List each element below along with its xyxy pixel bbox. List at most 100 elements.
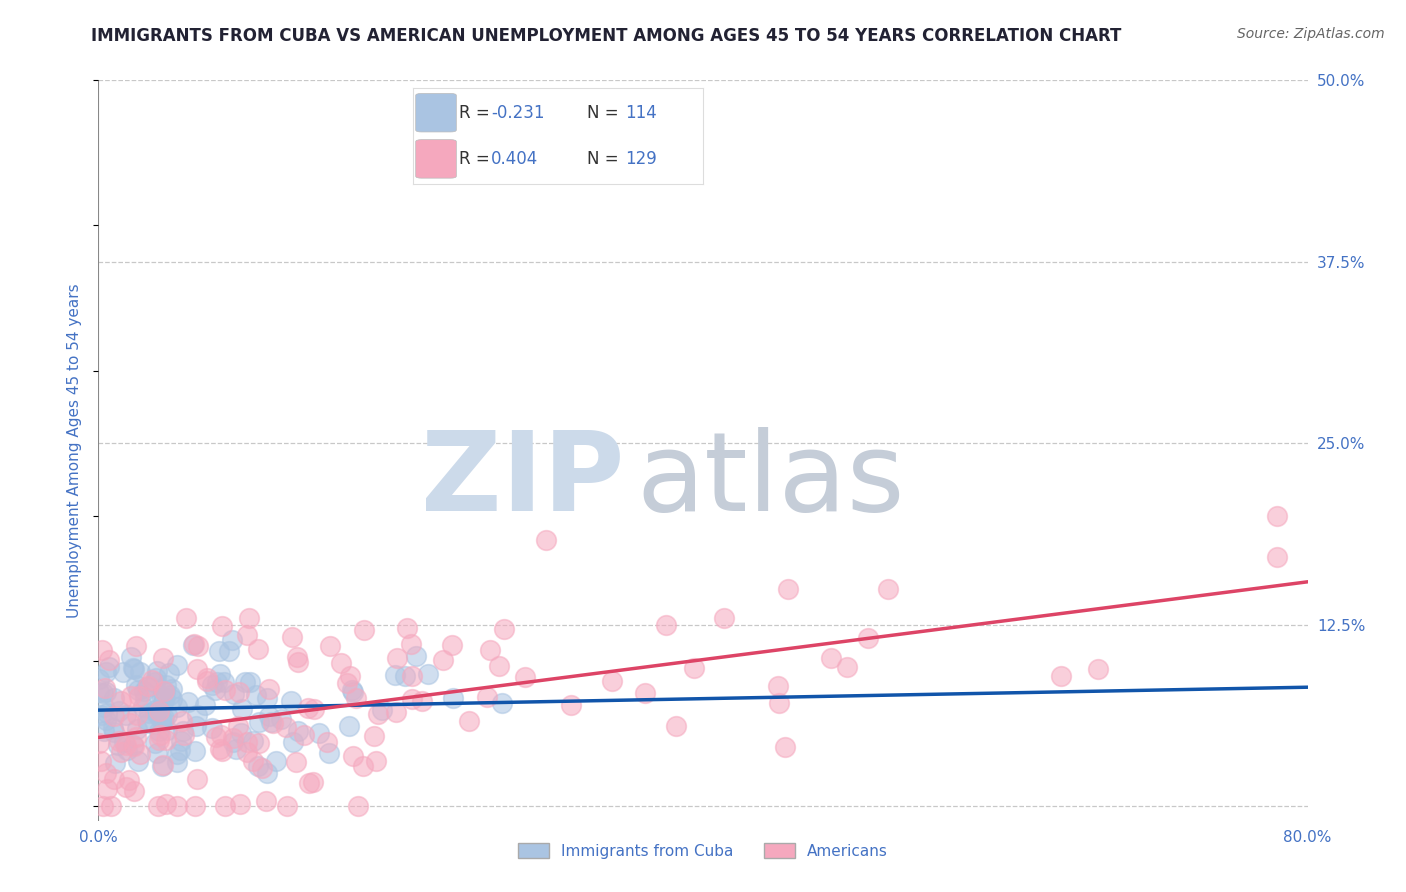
Point bbox=[370, 703, 392, 717]
Legend: Immigrants from Cuba, Americans: Immigrants from Cuba, Americans bbox=[512, 837, 894, 865]
Point bbox=[155, 797, 177, 811]
Point bbox=[405, 649, 427, 664]
Point bbox=[136, 715, 159, 730]
Point bbox=[120, 690, 142, 704]
Point bbox=[110, 745, 132, 759]
Point bbox=[634, 686, 657, 700]
Point bbox=[155, 678, 177, 692]
Point bbox=[115, 708, 138, 723]
Point bbox=[134, 691, 156, 706]
Point bbox=[121, 650, 143, 665]
Point bbox=[125, 678, 148, 692]
Point bbox=[247, 641, 270, 656]
Point bbox=[432, 653, 454, 667]
Point bbox=[145, 706, 167, 720]
Point bbox=[141, 673, 163, 687]
Point bbox=[228, 685, 250, 699]
Point bbox=[208, 667, 231, 681]
Point bbox=[773, 740, 796, 755]
Point bbox=[384, 668, 406, 682]
Point bbox=[364, 754, 387, 768]
Point bbox=[91, 799, 114, 814]
Point bbox=[103, 708, 125, 723]
Point bbox=[247, 714, 270, 729]
Point bbox=[401, 692, 423, 706]
Point bbox=[205, 730, 228, 744]
Point bbox=[118, 772, 141, 787]
Point bbox=[347, 799, 370, 814]
Point bbox=[110, 694, 132, 708]
Point bbox=[124, 730, 146, 744]
Point bbox=[107, 734, 129, 748]
Point bbox=[169, 743, 191, 757]
Point bbox=[166, 699, 188, 714]
Point bbox=[302, 774, 325, 789]
Point bbox=[534, 533, 557, 547]
Point bbox=[166, 755, 188, 769]
Point bbox=[143, 736, 166, 750]
Point bbox=[103, 690, 125, 705]
Point bbox=[204, 682, 226, 697]
Point bbox=[195, 671, 218, 685]
Point bbox=[856, 631, 879, 645]
Point bbox=[146, 746, 169, 760]
Point bbox=[683, 660, 706, 674]
Text: atlas: atlas bbox=[637, 426, 905, 533]
Point bbox=[153, 684, 176, 698]
Point bbox=[1050, 668, 1073, 682]
Point bbox=[153, 711, 176, 725]
Point bbox=[399, 637, 422, 651]
Point bbox=[153, 685, 176, 699]
Point bbox=[665, 719, 688, 733]
Point bbox=[173, 728, 195, 742]
Point bbox=[479, 643, 502, 657]
Point bbox=[127, 682, 149, 697]
Point bbox=[276, 799, 298, 814]
Point bbox=[316, 735, 339, 749]
Point bbox=[201, 721, 224, 735]
Point bbox=[143, 703, 166, 717]
Point bbox=[94, 685, 117, 699]
Point bbox=[411, 694, 433, 708]
Point bbox=[492, 623, 515, 637]
Point bbox=[233, 674, 256, 689]
Point bbox=[276, 720, 298, 734]
Point bbox=[245, 688, 267, 702]
Y-axis label: Unemployment Among Ages 45 to 54 years: Unemployment Among Ages 45 to 54 years bbox=[67, 283, 83, 618]
Point bbox=[96, 713, 118, 727]
Point bbox=[280, 694, 302, 708]
Point bbox=[90, 708, 112, 723]
Point bbox=[342, 748, 364, 763]
Point bbox=[150, 759, 173, 773]
Point bbox=[103, 725, 125, 739]
Point bbox=[209, 728, 232, 742]
Point bbox=[91, 686, 114, 700]
Point bbox=[90, 643, 112, 657]
Point bbox=[93, 724, 115, 739]
Point bbox=[264, 755, 287, 769]
Point bbox=[242, 754, 264, 768]
Point bbox=[236, 745, 259, 759]
Point bbox=[152, 714, 174, 728]
Point bbox=[152, 650, 174, 665]
Point bbox=[287, 656, 309, 670]
Point bbox=[876, 582, 898, 596]
Point bbox=[90, 754, 112, 768]
Point bbox=[153, 690, 176, 705]
Point bbox=[285, 649, 308, 664]
Point bbox=[778, 582, 800, 597]
Text: Source: ZipAtlas.com: Source: ZipAtlas.com bbox=[1237, 27, 1385, 41]
Point bbox=[143, 675, 166, 690]
Point bbox=[602, 673, 624, 688]
Point bbox=[94, 681, 117, 695]
Point bbox=[247, 736, 270, 750]
Point bbox=[292, 728, 315, 742]
Point bbox=[319, 639, 342, 653]
Point bbox=[115, 738, 138, 752]
Point bbox=[124, 784, 146, 798]
Point bbox=[96, 782, 118, 797]
Point bbox=[837, 659, 859, 673]
Point bbox=[186, 708, 208, 723]
Point bbox=[283, 735, 305, 749]
Point bbox=[150, 712, 173, 726]
